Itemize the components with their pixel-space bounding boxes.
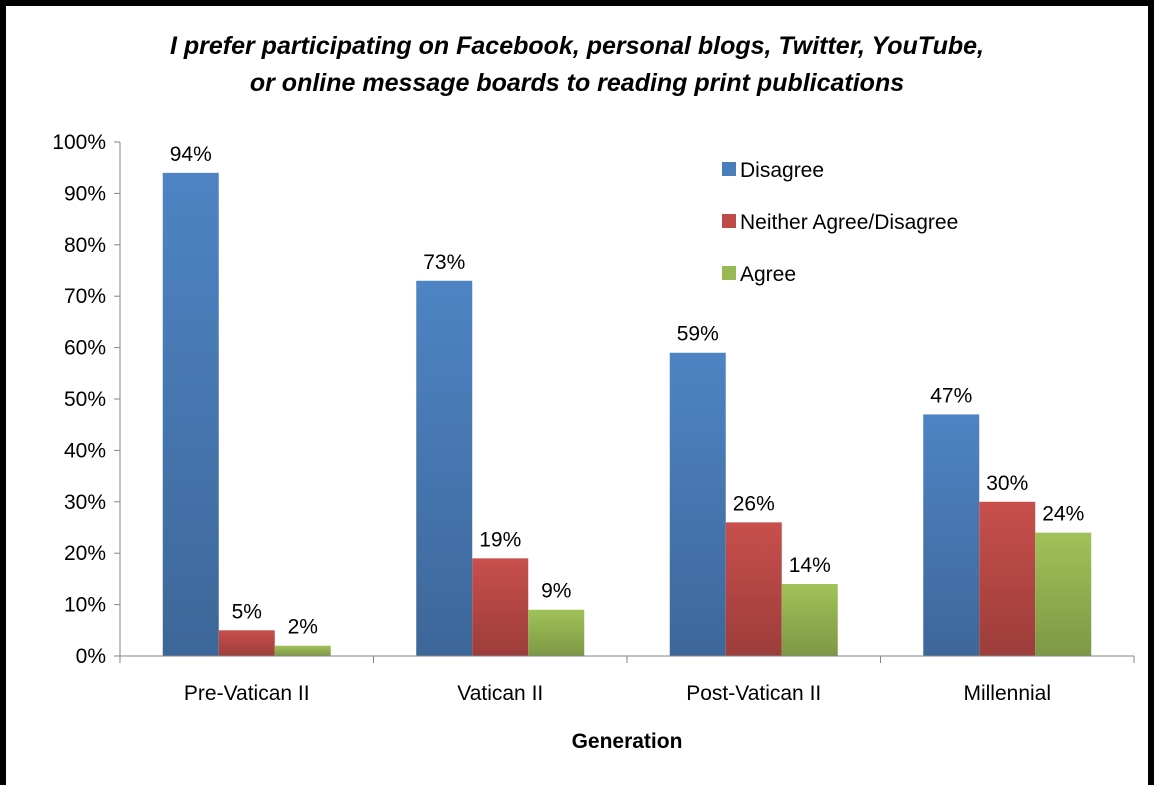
y-tick-label: 80% [64, 234, 106, 257]
y-tick-label: 50% [64, 388, 106, 411]
data-label: 14% [789, 554, 831, 577]
y-tick-label: 60% [64, 337, 106, 360]
category-label: Pre-Vatican II [184, 682, 310, 705]
data-label: 94% [170, 143, 212, 166]
data-label: 5% [232, 600, 262, 623]
data-label: 19% [479, 528, 521, 551]
chart-title: I prefer participating on Facebook, pers… [0, 28, 1154, 102]
legend-swatch [722, 266, 736, 280]
y-tick-label: 20% [64, 542, 106, 565]
legend: Disagree Neither Agree/Disagree Agree [722, 159, 958, 286]
data-label: 9% [541, 580, 571, 603]
category-label: Post-Vatican II [686, 682, 821, 705]
category-label: Millennial [963, 682, 1051, 705]
bar-neither-agree-disagree [472, 558, 529, 656]
bar-neither-agree-disagree [725, 522, 782, 656]
y-tick-label: 10% [64, 594, 106, 617]
plot-area: 94% 5% 2% 73% 19% 9% 59% 26% 14% 47% 30% 24% [162, 143, 1092, 656]
chart-title-line-1: I prefer participating on Facebook, pers… [169, 32, 984, 60]
legend-swatch [722, 162, 736, 176]
legend-label: Agree [740, 263, 796, 286]
data-label: 73% [423, 251, 465, 274]
y-tick-label: 100% [52, 131, 106, 154]
legend-label: Disagree [740, 159, 824, 182]
bar-neither-agree-disagree [218, 630, 275, 656]
bar-agree [528, 609, 585, 656]
y-tick-label: 30% [64, 491, 106, 514]
bar-neither-agree-disagree [979, 501, 1036, 656]
data-label: 24% [1042, 503, 1084, 526]
y-tick-label: 90% [64, 182, 106, 205]
data-label: 26% [733, 492, 775, 515]
chart-title-line-2: or online message boards to reading prin… [249, 69, 905, 97]
legend-label: Neither Agree/Disagree [740, 211, 958, 234]
x-axis-title: Generation [572, 730, 683, 753]
data-label: 30% [986, 472, 1028, 495]
data-label: 59% [677, 323, 719, 346]
bar-disagree [923, 414, 980, 656]
bar-disagree [162, 172, 219, 656]
axes: 0% 10% 20% 30% 40% 50% 60% 70% 80% 90% 100% Pre-Vat… [52, 131, 1135, 753]
data-label: 2% [288, 616, 318, 639]
bar-agree [1035, 532, 1092, 656]
y-tick-label: 40% [64, 439, 106, 462]
y-tick-label: 70% [64, 285, 106, 308]
bar-agree [274, 645, 331, 656]
bar-disagree [416, 280, 473, 656]
bar-agree [781, 584, 838, 656]
data-label: 47% [930, 384, 972, 407]
y-tick-label: 0% [76, 645, 106, 668]
legend-swatch [722, 214, 736, 228]
category-label: Vatican II [457, 682, 543, 705]
bar-disagree [669, 352, 726, 656]
